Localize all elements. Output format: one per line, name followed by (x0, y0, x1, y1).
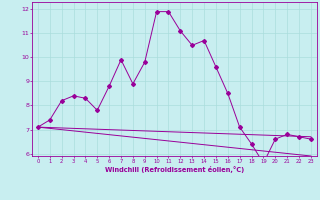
X-axis label: Windchill (Refroidissement éolien,°C): Windchill (Refroidissement éolien,°C) (105, 166, 244, 173)
